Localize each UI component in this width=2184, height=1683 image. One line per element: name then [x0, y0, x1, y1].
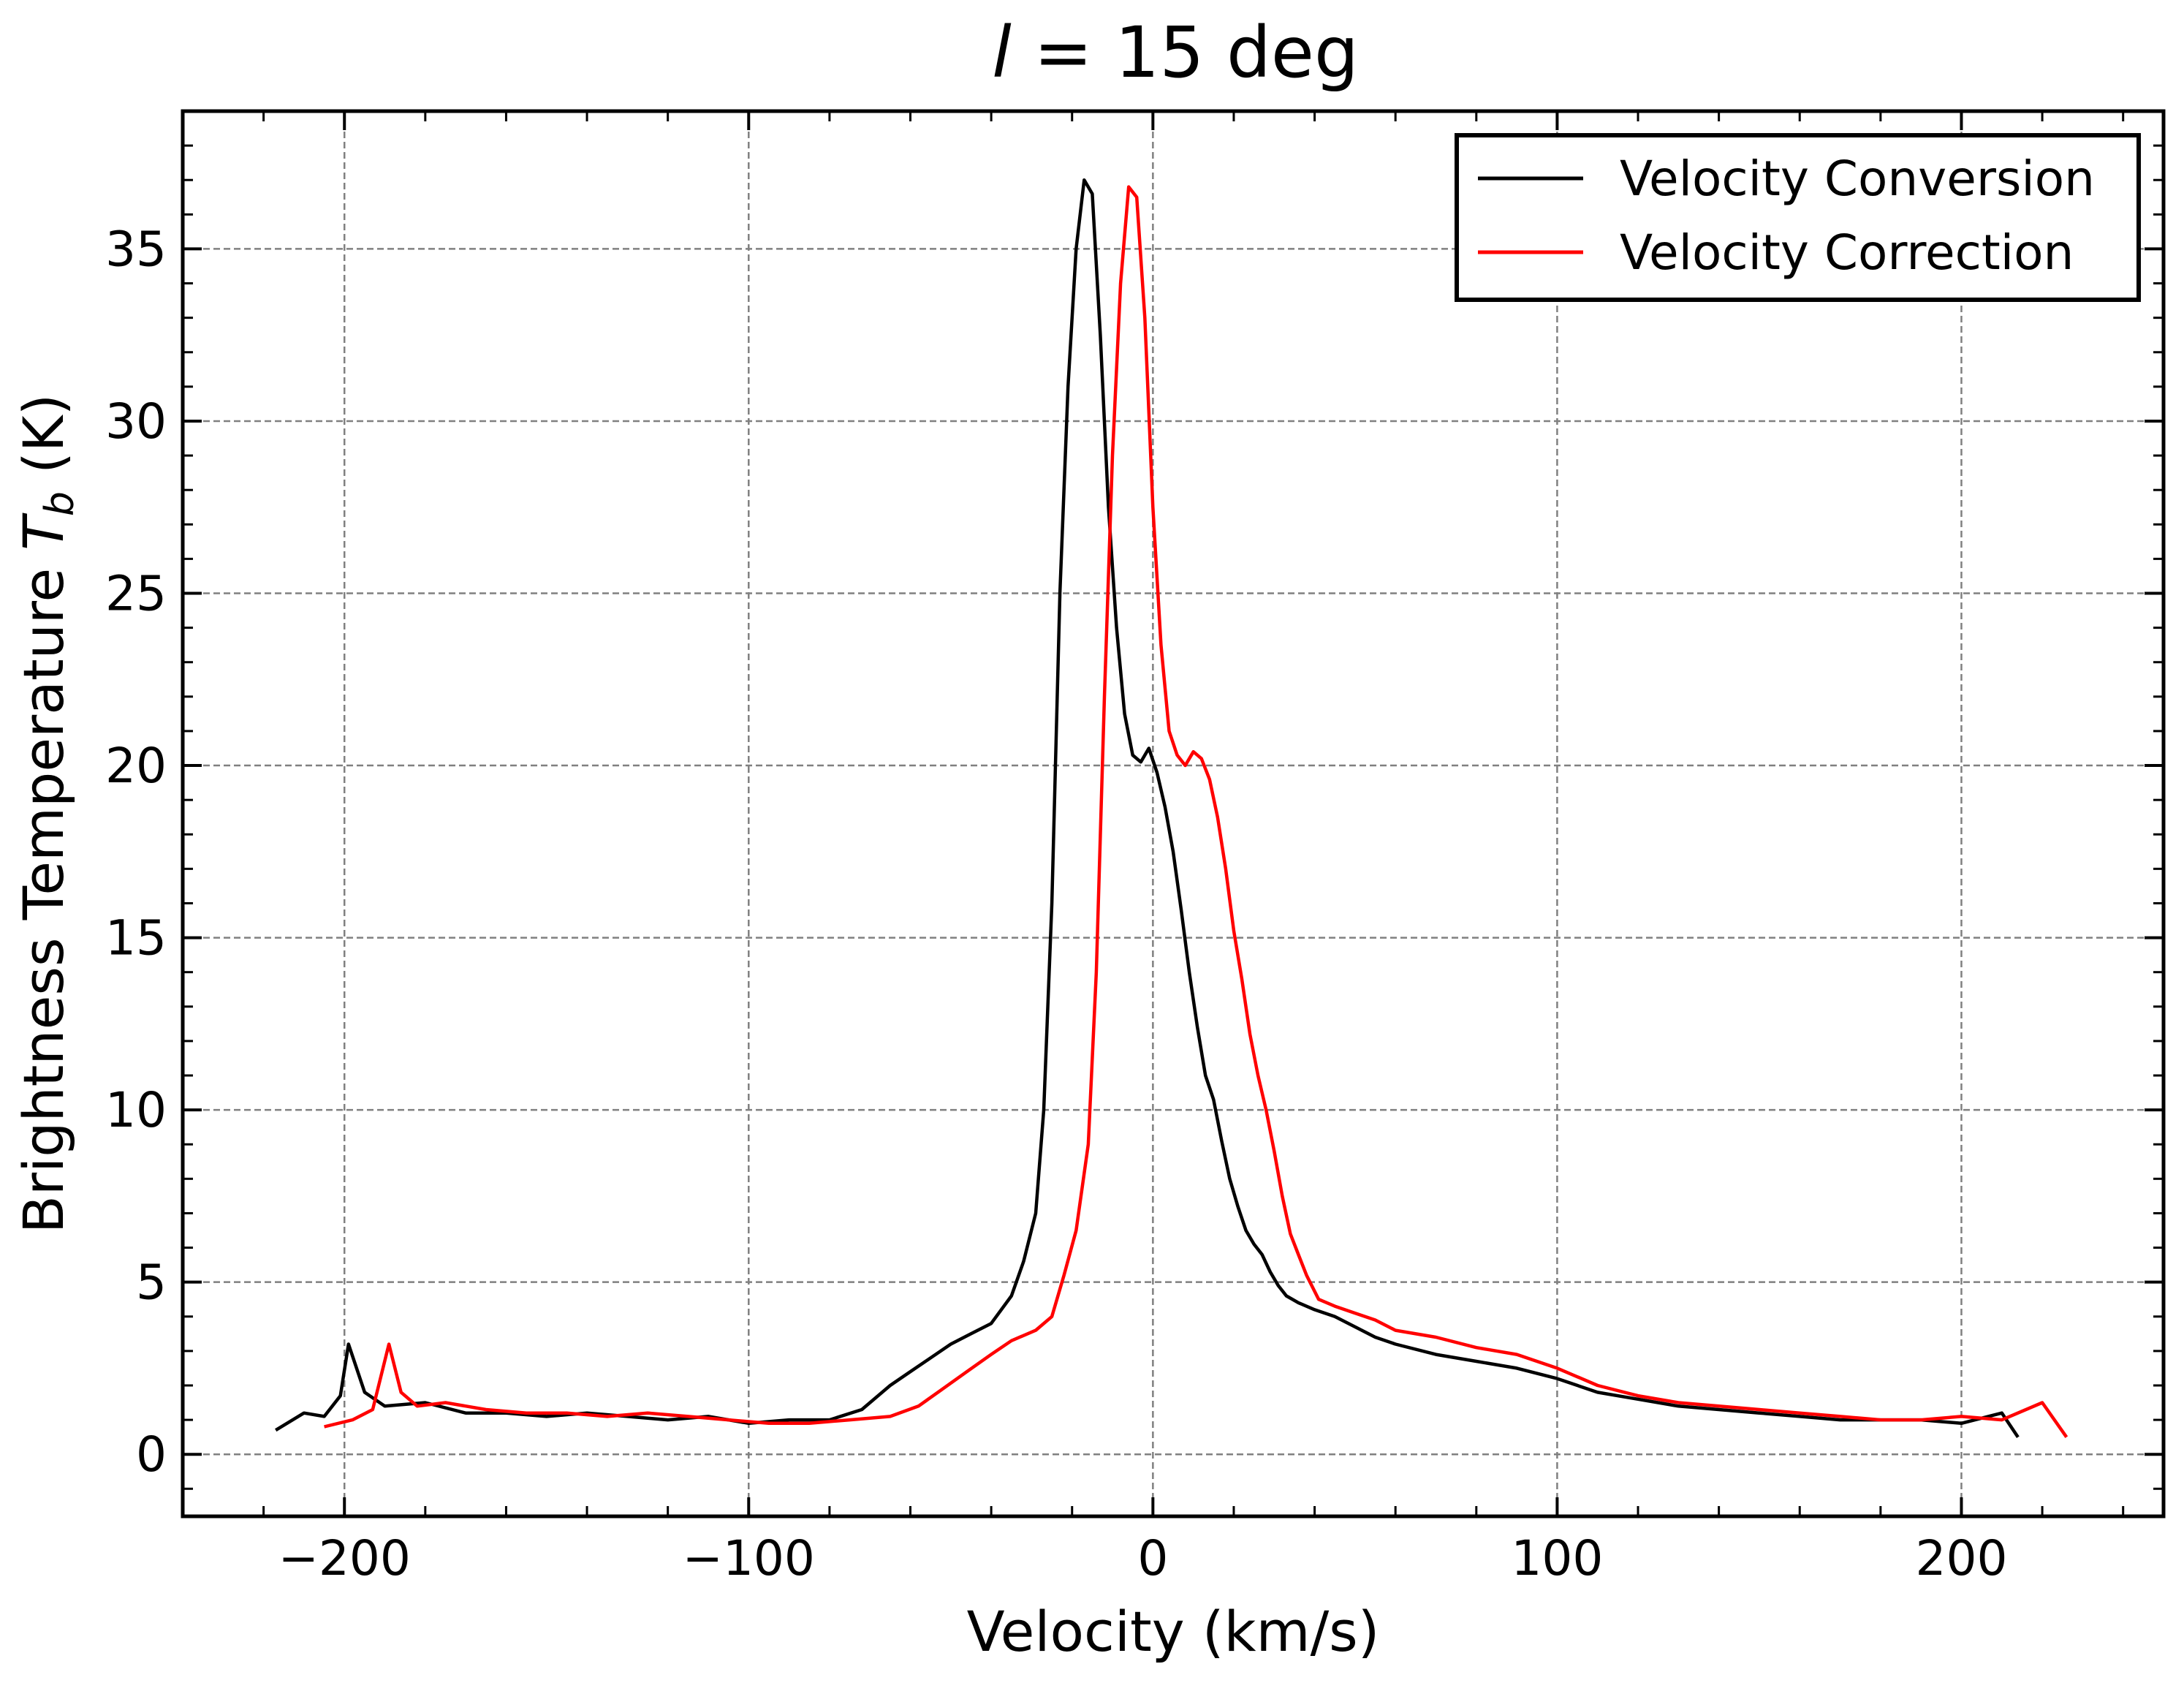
x-tick-label: 0 — [1137, 1530, 1168, 1586]
y-axis-label-symbol: T — [11, 513, 76, 551]
legend: Velocity Conversion Velocity Correction — [1455, 133, 2141, 302]
legend-label-velocity-conversion: Velocity Conversion — [1620, 151, 2095, 207]
y-tick-label: 10 — [105, 1082, 167, 1138]
tick-labels: −200 −100 0 100 200 0 5 10 15 20 25 30 35 — [105, 221, 2007, 1586]
y-axis-label-main: Brightness Temperature — [11, 551, 76, 1234]
y-tick-label: 5 — [136, 1255, 167, 1311]
y-tick-label: 30 — [105, 393, 167, 450]
y-tick-label: 25 — [105, 566, 167, 622]
x-tick-label: 100 — [1511, 1530, 1603, 1586]
major-ticks — [183, 111, 2164, 1516]
y-axis-label: Brightness Temperature Tb (K) — [11, 394, 83, 1234]
grid — [183, 111, 2164, 1516]
y-axis-label-unit: (K) — [11, 394, 76, 491]
series-group — [275, 178, 2069, 1438]
legend-label-velocity-correction: Velocity Correction — [1620, 224, 2074, 281]
x-tick-label: −200 — [278, 1530, 411, 1586]
x-tick-label: 200 — [1915, 1530, 2007, 1586]
chart-title-rest: = 15 deg — [1012, 12, 1359, 94]
y-tick-label: 0 — [136, 1426, 167, 1483]
y-tick-label: 15 — [105, 910, 167, 967]
series-line-velocity-conversion — [275, 178, 2020, 1438]
chart-title: l = 15 deg — [992, 12, 1359, 94]
plot-frame — [181, 109, 2166, 1519]
y-tick-label: 20 — [105, 738, 167, 794]
series-line-velocity-correction — [324, 185, 2069, 1438]
y-tick-label: 35 — [105, 221, 167, 277]
chart-title-symbol: l — [992, 12, 1012, 94]
x-axis-label: Velocity (km/s) — [967, 1599, 1380, 1664]
y-axis-label-subscript: b — [37, 491, 83, 516]
legend-box — [1455, 133, 2141, 302]
x-tick-label: −100 — [683, 1530, 815, 1586]
